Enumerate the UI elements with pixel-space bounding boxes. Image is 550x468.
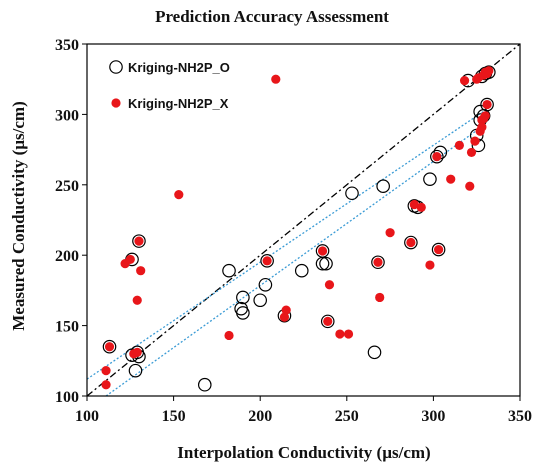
filled-data-point [385, 228, 395, 238]
filled-data-point [101, 366, 111, 376]
filled-data-point [482, 99, 492, 110]
hollow-data-point [102, 339, 117, 354]
hollow-data-point [260, 254, 274, 268]
filled-data-point [323, 316, 333, 326]
hollow-data-point [258, 277, 273, 292]
x-tick-label: 150 [162, 408, 186, 425]
filled-data-point [466, 147, 477, 158]
hollow-data-point [431, 242, 446, 257]
plot-area [86, 43, 521, 397]
y-tick-label: 300 [55, 107, 79, 124]
filled-data-point [416, 202, 426, 212]
x-tick-label: 250 [335, 408, 359, 425]
filled-data-point [134, 236, 144, 246]
hollow-data-point [430, 149, 444, 164]
legend-marker-hollow [109, 60, 123, 74]
reference-line [86, 43, 521, 397]
filled-data-point [459, 76, 470, 86]
filled-data-point [335, 329, 345, 339]
legend-marker-filled [111, 98, 121, 108]
hollow-data-point [319, 256, 333, 271]
chart-title: Prediction Accuracy Assessment [155, 7, 389, 26]
hollow-data-point [132, 234, 146, 248]
trendline-series-2 [86, 109, 486, 380]
hollow-data-point [315, 256, 330, 271]
filled-data-point [224, 330, 234, 341]
hollow-data-point [236, 306, 250, 320]
plot-frame [86, 43, 521, 397]
series-1-points [102, 65, 496, 392]
filled-data-point [324, 280, 335, 290]
filled-data-point [271, 74, 281, 84]
x-tick-label: 350 [508, 408, 532, 425]
filled-data-point [409, 199, 419, 210]
trendline-series-1 [105, 123, 486, 397]
filled-data-point [480, 67, 490, 77]
hollow-data-point [423, 172, 437, 186]
hollow-data-point [315, 244, 330, 258]
x-tick-label: 300 [421, 408, 445, 425]
filled-data-point [104, 342, 115, 352]
y-tick-label: 200 [55, 248, 79, 265]
filled-data-point [465, 181, 475, 191]
filled-data-point [317, 246, 328, 256]
hollow-data-point [222, 263, 236, 278]
hollow-data-point [128, 363, 143, 378]
legend-label: Kriging-NH2P_O [128, 60, 230, 75]
filled-data-point [281, 305, 291, 315]
filled-data-point [375, 292, 385, 303]
filled-data-point [279, 312, 290, 322]
filled-data-point [136, 266, 146, 276]
x-tick-label: 100 [75, 408, 99, 425]
y-tick-label: 350 [55, 37, 79, 54]
hollow-data-point [367, 345, 382, 360]
hollow-data-point [320, 314, 335, 329]
x-axis-label: Interpolation Conductivity (µs/cm) [177, 443, 430, 462]
hollow-data-point [294, 263, 309, 278]
filled-data-point [174, 190, 184, 200]
filled-data-point [262, 256, 272, 266]
filled-data-point [425, 260, 435, 270]
y-tick-label: 150 [55, 319, 79, 336]
y-axis-label: Measured Conductivity (µs/cm) [9, 101, 28, 331]
series-2-points [101, 66, 494, 390]
hollow-data-point [371, 255, 385, 270]
hollow-data-point [236, 290, 250, 305]
axes: 100 150 200 250 300 350 100 150 200 250 300 350 [55, 37, 532, 425]
filled-data-point [477, 122, 487, 132]
filled-data-point [432, 152, 442, 162]
filled-data-point [125, 254, 135, 265]
legend-label: Kriging-NH2P_X [128, 96, 229, 111]
filled-data-point [454, 140, 464, 150]
hollow-data-point [253, 293, 268, 308]
filled-data-point [480, 111, 490, 121]
legend: Kriging-NH2P_O Kriging-NH2P_X [109, 60, 230, 111]
filled-data-point [101, 380, 111, 390]
hollow-data-point [197, 377, 212, 392]
y-tick-label: 250 [55, 178, 79, 195]
filled-data-point [446, 174, 456, 184]
y-tick-label: 100 [55, 389, 79, 406]
filled-data-point [132, 347, 142, 357]
x-tick-label: 200 [248, 408, 272, 425]
filled-data-point [343, 329, 354, 339]
hollow-data-point [404, 235, 418, 250]
filled-data-point [406, 237, 416, 248]
filled-data-point [433, 244, 444, 255]
hollow-data-point [345, 186, 359, 201]
filled-data-point [470, 136, 480, 146]
hollow-data-point [376, 179, 390, 194]
filled-data-point [373, 257, 383, 267]
filled-data-point [132, 295, 142, 305]
